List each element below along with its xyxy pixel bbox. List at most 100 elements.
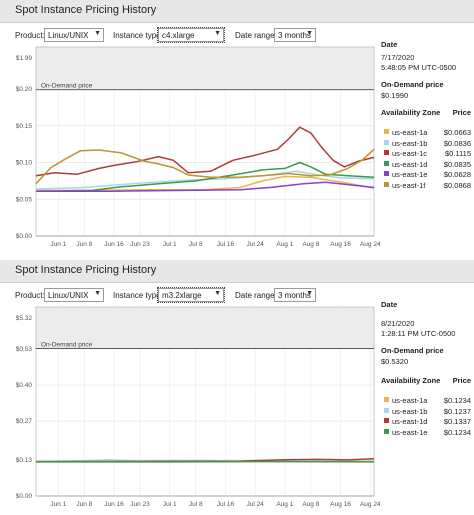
legend-item: us-east-1a $0.1234: [381, 396, 473, 406]
legend-price: $0.1115: [445, 149, 471, 158]
date-range-select-value: 3 months: [278, 291, 311, 300]
controls-bar: Product: Linux/UNIX ▼ Instance type: m3.2…: [0, 287, 380, 305]
legend-price: $0.0836: [443, 138, 471, 148]
x-tick-label: Jul 16: [217, 241, 235, 248]
ondemand-value: $0.1990: [381, 91, 409, 100]
x-tick-label: Jun 23: [130, 501, 150, 508]
legend-price: $0.0835: [443, 159, 471, 169]
legend-item: us-east-1b $0.1237: [381, 407, 473, 417]
y-tick-label: $0.27: [16, 418, 33, 425]
x-tick-label: Jul 1: [163, 501, 177, 508]
x-tick-label: Jul 8: [189, 501, 203, 508]
instance-type-select-value: m3.2xlarge: [162, 291, 202, 300]
y-tick-label: $0.53: [16, 346, 33, 353]
pricing-panel-c4: Spot Instance Pricing History Product: L…: [0, 0, 474, 255]
legend-item: us-east-1d $0.1337: [381, 417, 473, 427]
ondemand-label: On-Demand price: [41, 83, 93, 90]
x-tick-label: Aug 8: [302, 501, 319, 508]
legend-price: $0.0663: [443, 128, 471, 137]
date-range-label: Date range:: [235, 291, 277, 300]
date-range-select-value: 3 months: [278, 31, 311, 40]
x-tick-label: Aug 16: [330, 241, 351, 248]
instance-type-select[interactable]: c4.xlarge ▼: [157, 27, 225, 43]
panel-titlebar: Spot Instance Pricing History: [0, 0, 474, 23]
price-header: Price: [452, 376, 471, 385]
legend-zone: us-east-1a: [392, 396, 428, 405]
legend-swatch: [384, 397, 389, 402]
y-break-label: $5.32: [16, 315, 33, 322]
legend-item: us-east-1c $0.1115: [381, 149, 473, 159]
x-tick-label: Jun 8: [76, 241, 92, 248]
legend-swatch: [384, 160, 389, 166]
y-tick-label: $0.00: [16, 493, 33, 500]
chevron-down-icon: ▼: [214, 30, 221, 37]
x-tick-label: Jul 8: [189, 241, 203, 248]
date-range-select[interactable]: 3 months ▼: [274, 28, 316, 42]
x-tick-label: Aug 24: [360, 241, 380, 248]
time-value: 1:28:11 PM UTC-0500: [381, 329, 456, 338]
y-tick-label: $0.13: [16, 457, 33, 464]
legend-item: us-east-1d $0.0835: [381, 160, 473, 170]
price-chart[interactable]: $5.32 $0.53 $0.40 $0.27 $0.13 $0.00 Jun 1 Jun 8…: [0, 304, 380, 514]
y-tick-label: $0.05: [16, 196, 33, 203]
legend-swatch: [384, 407, 389, 413]
x-tick-label: Aug 1: [276, 501, 293, 508]
legend-swatch: [384, 150, 389, 155]
series-line-us-east-1c: [35, 126, 375, 177]
legend-price: $0.0868: [443, 180, 471, 190]
legend-swatch: [384, 428, 389, 434]
legend-zone: us-east-1e: [392, 170, 428, 179]
legend-item: us-east-1f $0.0868: [381, 181, 473, 191]
x-tick-label: Jun 16: [104, 501, 124, 508]
panel-title: Spot Instance Pricing History: [15, 4, 157, 16]
ondemand-band: [36, 47, 374, 89]
chevron-down-icon: ▼: [306, 30, 313, 37]
product-select[interactable]: Linux/UNIX ▼: [44, 288, 104, 302]
legend-price: $0.0628: [443, 170, 471, 179]
az-header: Availability Zone: [381, 376, 441, 385]
date-range-label: Date range:: [235, 31, 277, 40]
date-range-select[interactable]: 3 months ▼: [274, 288, 316, 302]
instance-type-select[interactable]: m3.2xlarge ▼: [157, 287, 225, 303]
ondemand-label: On-Demand price: [41, 341, 93, 348]
chevron-down-icon: ▼: [94, 290, 101, 297]
legend-swatch: [384, 139, 389, 145]
x-tick-label: Jul 24: [246, 241, 264, 248]
x-tick-label: Aug 24: [360, 501, 380, 508]
legend-zone: us-east-1e: [392, 427, 428, 437]
panel-title: Spot Instance Pricing History: [15, 264, 157, 276]
legend-zone: us-east-1f: [392, 180, 426, 190]
x-tick-label: Jun 16: [104, 241, 124, 248]
legend-zone: us-east-1d: [392, 159, 428, 169]
series-line-us-east-1f: [35, 148, 375, 185]
chevron-down-icon: ▼: [94, 30, 101, 37]
product-select[interactable]: Linux/UNIX ▼: [44, 28, 104, 42]
x-tick-label: Jun 1: [50, 241, 66, 248]
chevron-down-icon: ▼: [306, 290, 313, 297]
x-tick-label: Aug 16: [330, 501, 351, 508]
series-line-us-east-1e: [36, 181, 375, 192]
ondemand-heading: On-Demand price: [381, 80, 444, 89]
legend-swatch: [384, 181, 389, 187]
legend-item: us-east-1b $0.0836: [381, 139, 473, 149]
y-tick-label: $0.10: [16, 160, 33, 167]
panel-titlebar: Spot Instance Pricing History: [0, 260, 474, 283]
price-chart[interactable]: $1.99 $0.20 $0.15 $0.10 $0.05 $0.00 Jun 1 Jun 8…: [0, 44, 380, 254]
y-tick-label: $0.20: [16, 86, 33, 93]
series-line-us-east-1a: [36, 175, 375, 192]
az-header: Availability Zone: [381, 108, 441, 117]
date-value: 7/17/2020: [381, 53, 415, 62]
legend-swatch: [384, 171, 389, 176]
instance-type-select-value: c4.xlarge: [162, 31, 195, 40]
legend-item: us-east-1e $0.0628: [381, 170, 473, 180]
y-tick-label: $0.40: [16, 382, 33, 389]
legend-swatch: [384, 129, 389, 134]
date-heading: Date: [381, 300, 398, 309]
date-value: 8/21/2020: [381, 319, 415, 328]
legend-item: us-east-1e $0.1234: [381, 428, 473, 438]
ondemand-band: [36, 307, 374, 349]
pricing-panel-m3: Spot Instance Pricing History Product: L…: [0, 260, 474, 515]
y-tick-label: $0.15: [16, 123, 33, 130]
legend-price: $0.1237: [443, 406, 471, 416]
product-label: Product:: [15, 31, 45, 40]
